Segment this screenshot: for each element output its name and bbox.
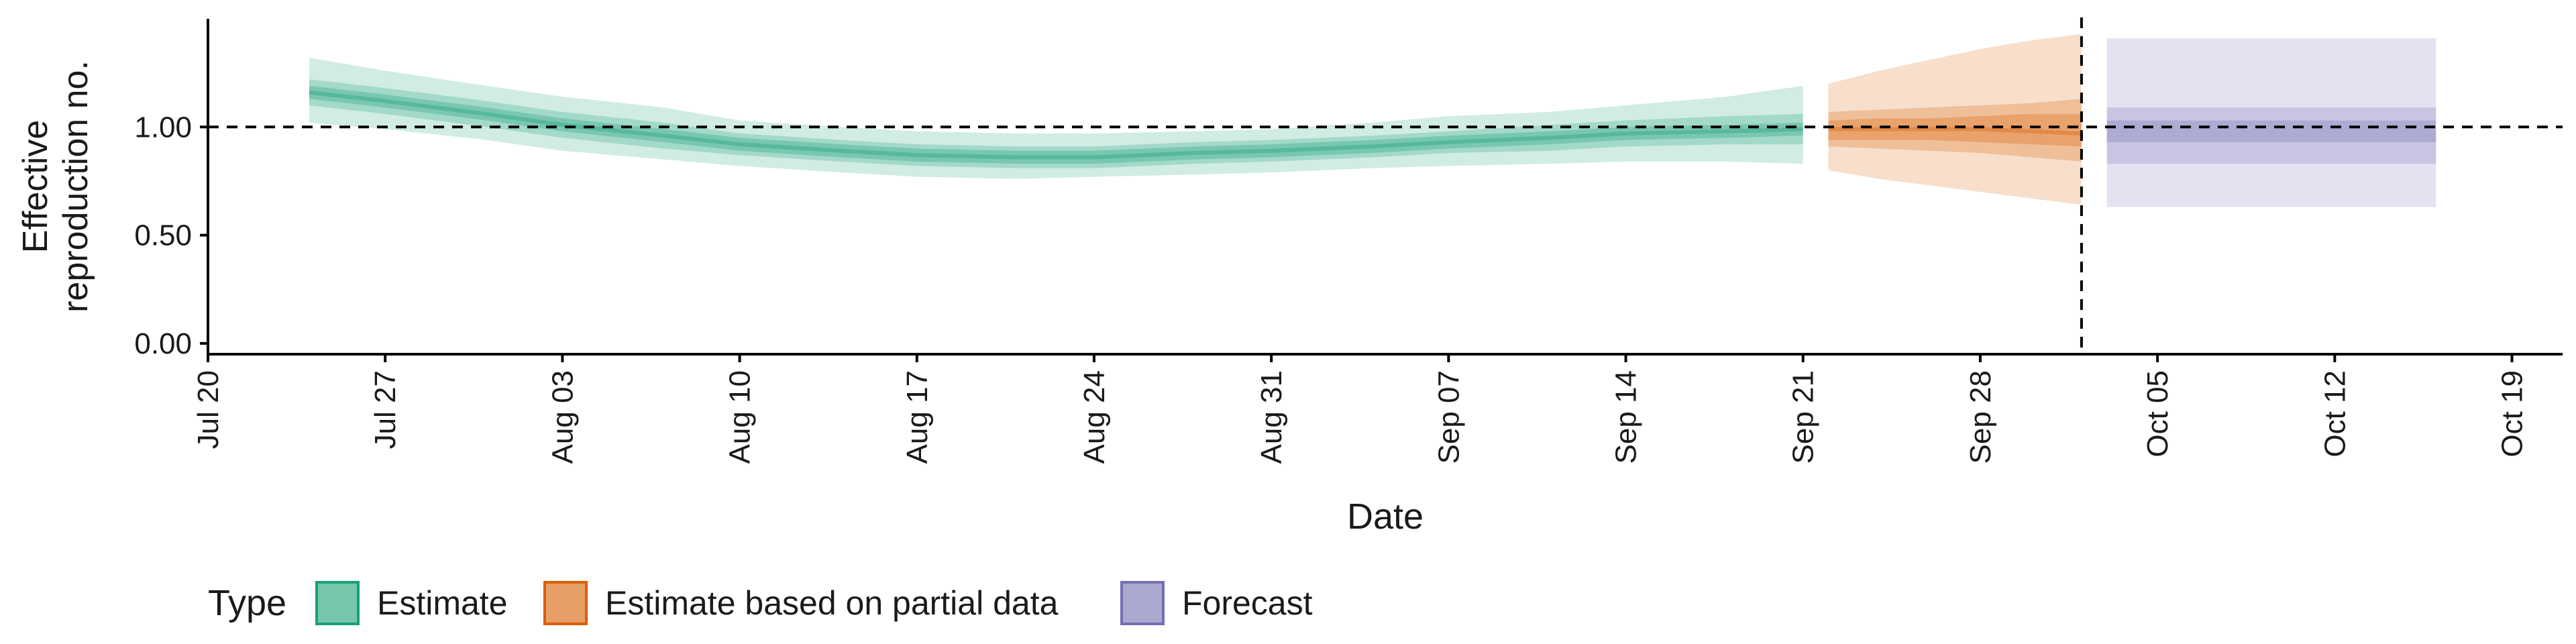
legend-title: Type [208, 583, 286, 623]
x-tick-label: Sep 07 [1432, 370, 1465, 464]
legend-swatch [1120, 581, 1165, 625]
y-tick-label: 1.00 [134, 111, 192, 144]
legend-label: Estimate [377, 584, 508, 622]
y-axis-label-line1: Effective [16, 120, 55, 253]
legend-label: Forecast [1182, 584, 1313, 622]
legend-item: Estimate [315, 581, 508, 625]
x-tick-label: Aug 03 [546, 370, 579, 464]
band-ci50-series-1 [1828, 99, 2082, 162]
x-axis-label: Date [1347, 496, 1424, 537]
band-ci90-series-1 [1828, 34, 2082, 205]
x-axis-ticks: Jul 20 Jul 27 Aug 03 Aug 10 Aug 17 Aug 24 Aug … [192, 354, 2529, 464]
band-ci20-series-1 [1828, 113, 2082, 147]
x-tick-label: Sep 14 [1610, 370, 1643, 464]
legend-label: Estimate based on partial data [605, 584, 1059, 622]
median-line-series-1 [1828, 127, 2082, 136]
x-tick-label: Oct 19 [2496, 370, 2529, 458]
x-tick-label: Sep 28 [1964, 370, 1997, 464]
band-ci90-series-0 [309, 58, 1803, 179]
legend: Type Estimate Estimate based on partial d… [208, 581, 1313, 625]
y-tick-label: 0.00 [134, 327, 192, 360]
x-tick-label: Jul 20 [192, 370, 225, 449]
legend-item: Estimate based on partial data [543, 581, 1059, 625]
band-ci90-series-2 [2106, 38, 2436, 207]
band-ci50-series-2 [2106, 107, 2436, 164]
x-tick-label: Aug 24 [1078, 370, 1111, 464]
median-line-series-0 [309, 90, 1803, 160]
y-axis-label-line2: reproduction no. [56, 60, 95, 313]
x-tick-label: Oct 12 [2318, 370, 2351, 458]
legend-item: Forecast [1120, 581, 1313, 625]
y-axis-ticks: 0.00 0.50 1.00 [134, 111, 208, 360]
band-ci50-series-0 [309, 79, 1803, 168]
y-tick-label: 0.50 [134, 219, 192, 252]
legend-swatch [315, 581, 360, 625]
legend-swatch [543, 581, 588, 625]
x-tick-label: Jul 27 [369, 370, 402, 449]
band-ci20-series-2 [2106, 120, 2436, 142]
ribbon-bands [309, 34, 2436, 207]
x-tick-label: Sep 21 [1787, 370, 1820, 464]
x-tick-label: Aug 17 [901, 370, 934, 464]
x-tick-label: Aug 10 [724, 370, 757, 464]
median-lines [309, 90, 2082, 160]
x-tick-label: Aug 31 [1255, 370, 1288, 464]
band-ci20-series-0 [309, 86, 1803, 164]
x-tick-label: Oct 05 [2141, 370, 2174, 458]
